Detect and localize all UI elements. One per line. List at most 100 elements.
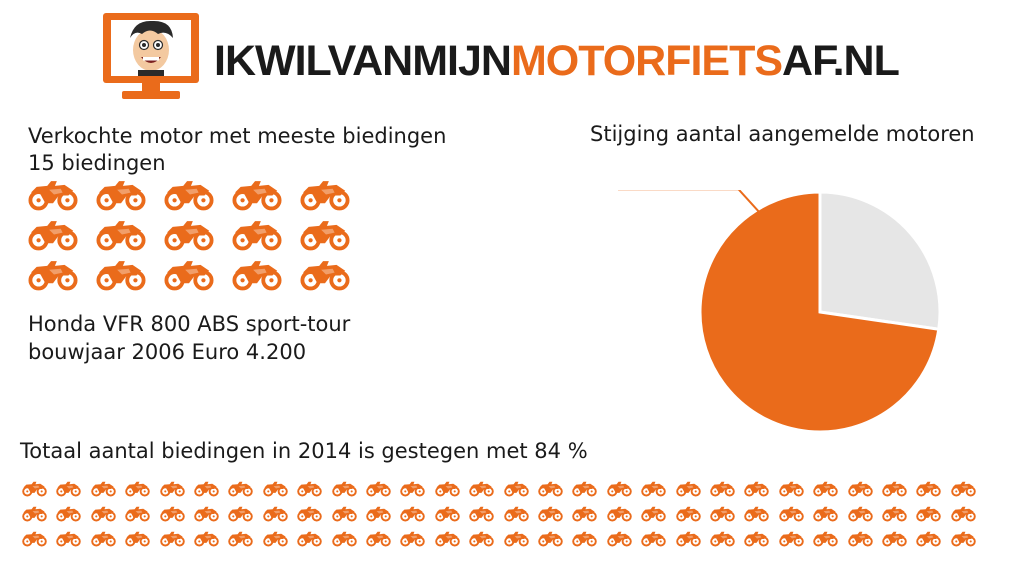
motorcycle-icon bbox=[641, 480, 666, 498]
motorcycle-icon bbox=[400, 480, 425, 498]
motorcycle-icon bbox=[676, 480, 701, 498]
motorcycle-icon bbox=[300, 180, 350, 211]
motorcycle-icon bbox=[710, 480, 735, 498]
motorcycle-icon bbox=[160, 505, 185, 523]
motorcycle-icon bbox=[232, 180, 282, 211]
motorcycle-icon bbox=[96, 220, 146, 251]
motorcycle-icon bbox=[56, 480, 81, 498]
motorcycle-icon bbox=[882, 530, 907, 548]
brand-part-2: MOTORFIETS bbox=[510, 37, 783, 85]
motorcycle-icon bbox=[366, 505, 391, 523]
motorcycle-icon bbox=[572, 530, 597, 548]
motorcycle-icon bbox=[22, 530, 47, 548]
motorcycle-icon bbox=[951, 530, 976, 548]
motorcycle-icon bbox=[125, 505, 150, 523]
brand-part-1: IKWILVANMIJN bbox=[214, 37, 512, 85]
motorcycle-icon bbox=[916, 530, 941, 548]
motorcycle-icon bbox=[710, 530, 735, 548]
motorcycle-icon bbox=[194, 505, 219, 523]
chart-title: Stijging aantal aangemelde motoren bbox=[590, 122, 975, 146]
motorcycle-icon bbox=[469, 505, 494, 523]
motorcycle-icon bbox=[297, 530, 322, 548]
motorcycle-icon bbox=[96, 180, 146, 211]
motorcycle-icon bbox=[504, 505, 529, 523]
motorcycle-icon bbox=[710, 505, 735, 523]
motorcycle-icon bbox=[96, 260, 146, 291]
motorcycle-icon bbox=[572, 480, 597, 498]
motorcycle-icon bbox=[779, 530, 804, 548]
motorcycle-icon bbox=[607, 480, 632, 498]
motorcycle-icon bbox=[228, 480, 253, 498]
motorcycle-icon bbox=[813, 505, 838, 523]
motorcycle-icon bbox=[469, 480, 494, 498]
motorcycle-icon bbox=[164, 220, 214, 251]
motorcycle-icon bbox=[779, 480, 804, 498]
pie-slice-main bbox=[698, 190, 941, 434]
motorcycle-icon bbox=[194, 530, 219, 548]
motorcycle-icon bbox=[263, 530, 288, 548]
bid-count-text: 15 biedingen bbox=[28, 151, 166, 175]
motorcycle-icon bbox=[951, 480, 976, 498]
brand-part-3: AF.NL bbox=[782, 37, 900, 85]
motorcycle-icon bbox=[641, 505, 666, 523]
motorcycle-icon bbox=[641, 530, 666, 548]
motorcycle-icon bbox=[916, 505, 941, 523]
motorcycle-icon bbox=[676, 505, 701, 523]
motorcycle-icon bbox=[22, 505, 47, 523]
motorcycle-icon bbox=[744, 530, 769, 548]
motorcycle-icon bbox=[91, 530, 116, 548]
increase-icon-grid bbox=[22, 480, 982, 550]
motorcycle-icon bbox=[228, 530, 253, 548]
motorcycle-icon bbox=[91, 480, 116, 498]
motorcycle-icon bbox=[56, 530, 81, 548]
motorcycle-icon bbox=[469, 530, 494, 548]
motorcycle-icon bbox=[22, 480, 47, 498]
motorcycle-icon bbox=[504, 480, 529, 498]
motorcycle-icon bbox=[744, 505, 769, 523]
motorcycle-icon bbox=[400, 505, 425, 523]
site-logo: IKWILVANMIJNMOTORFIETSAF.NL bbox=[102, 12, 900, 100]
motorcycle-icon bbox=[538, 480, 563, 498]
motorcycle-icon bbox=[848, 480, 873, 498]
motorcycle-icon bbox=[56, 505, 81, 523]
brand-name: IKWILVANMIJNMOTORFIETSAF.NL bbox=[214, 37, 900, 85]
motorcycle-icon bbox=[744, 480, 769, 498]
motorcycle-icon bbox=[400, 530, 425, 548]
motorcycle-icon bbox=[332, 505, 357, 523]
pie-label-leader bbox=[618, 190, 760, 212]
motorcycle-icon bbox=[300, 220, 350, 251]
motorcycle-icon bbox=[848, 530, 873, 548]
model-line-1: Honda VFR 800 ABS sport-tour bbox=[28, 312, 351, 336]
motorcycle-icon bbox=[435, 505, 460, 523]
motorcycle-icon bbox=[435, 480, 460, 498]
motorcycle-icon bbox=[538, 530, 563, 548]
motorcycle-icon bbox=[297, 480, 322, 498]
motorcycle-icon bbox=[848, 505, 873, 523]
motorcycle-icon bbox=[882, 505, 907, 523]
motorcycle-icon bbox=[813, 530, 838, 548]
motorcycle-icon bbox=[607, 505, 632, 523]
motorcycle-icon bbox=[916, 480, 941, 498]
model-line-2: bouwjaar 2006 Euro 4.200 bbox=[28, 340, 307, 364]
motorcycle-icon bbox=[91, 505, 116, 523]
motorcycle-icon bbox=[228, 505, 253, 523]
pie-slice-rest bbox=[818, 190, 942, 331]
pie-chart: 72,7% bbox=[618, 190, 942, 434]
motorcycle-icon bbox=[435, 530, 460, 548]
motorcycle-icon bbox=[28, 180, 78, 211]
motorcycle-icon bbox=[297, 505, 322, 523]
motorcycle-icon bbox=[28, 220, 78, 251]
motorcycle-icon bbox=[194, 480, 219, 498]
motorcycle-icon bbox=[779, 505, 804, 523]
motorcycle-icon bbox=[332, 480, 357, 498]
motorcycle-icon bbox=[263, 480, 288, 498]
motorcycle-icon bbox=[366, 480, 391, 498]
motorcycle-icon bbox=[332, 530, 357, 548]
motorcycle-icon bbox=[813, 480, 838, 498]
total-bids-heading: Totaal aantal biedingen in 2014 is geste… bbox=[20, 439, 588, 463]
motorcycle-icon bbox=[538, 505, 563, 523]
most-bids-heading: Verkochte motor met meeste biedingen bbox=[28, 124, 447, 148]
motorcycle-icon bbox=[125, 480, 150, 498]
bid-icon-grid bbox=[28, 180, 368, 298]
motorcycle-icon bbox=[125, 530, 150, 548]
